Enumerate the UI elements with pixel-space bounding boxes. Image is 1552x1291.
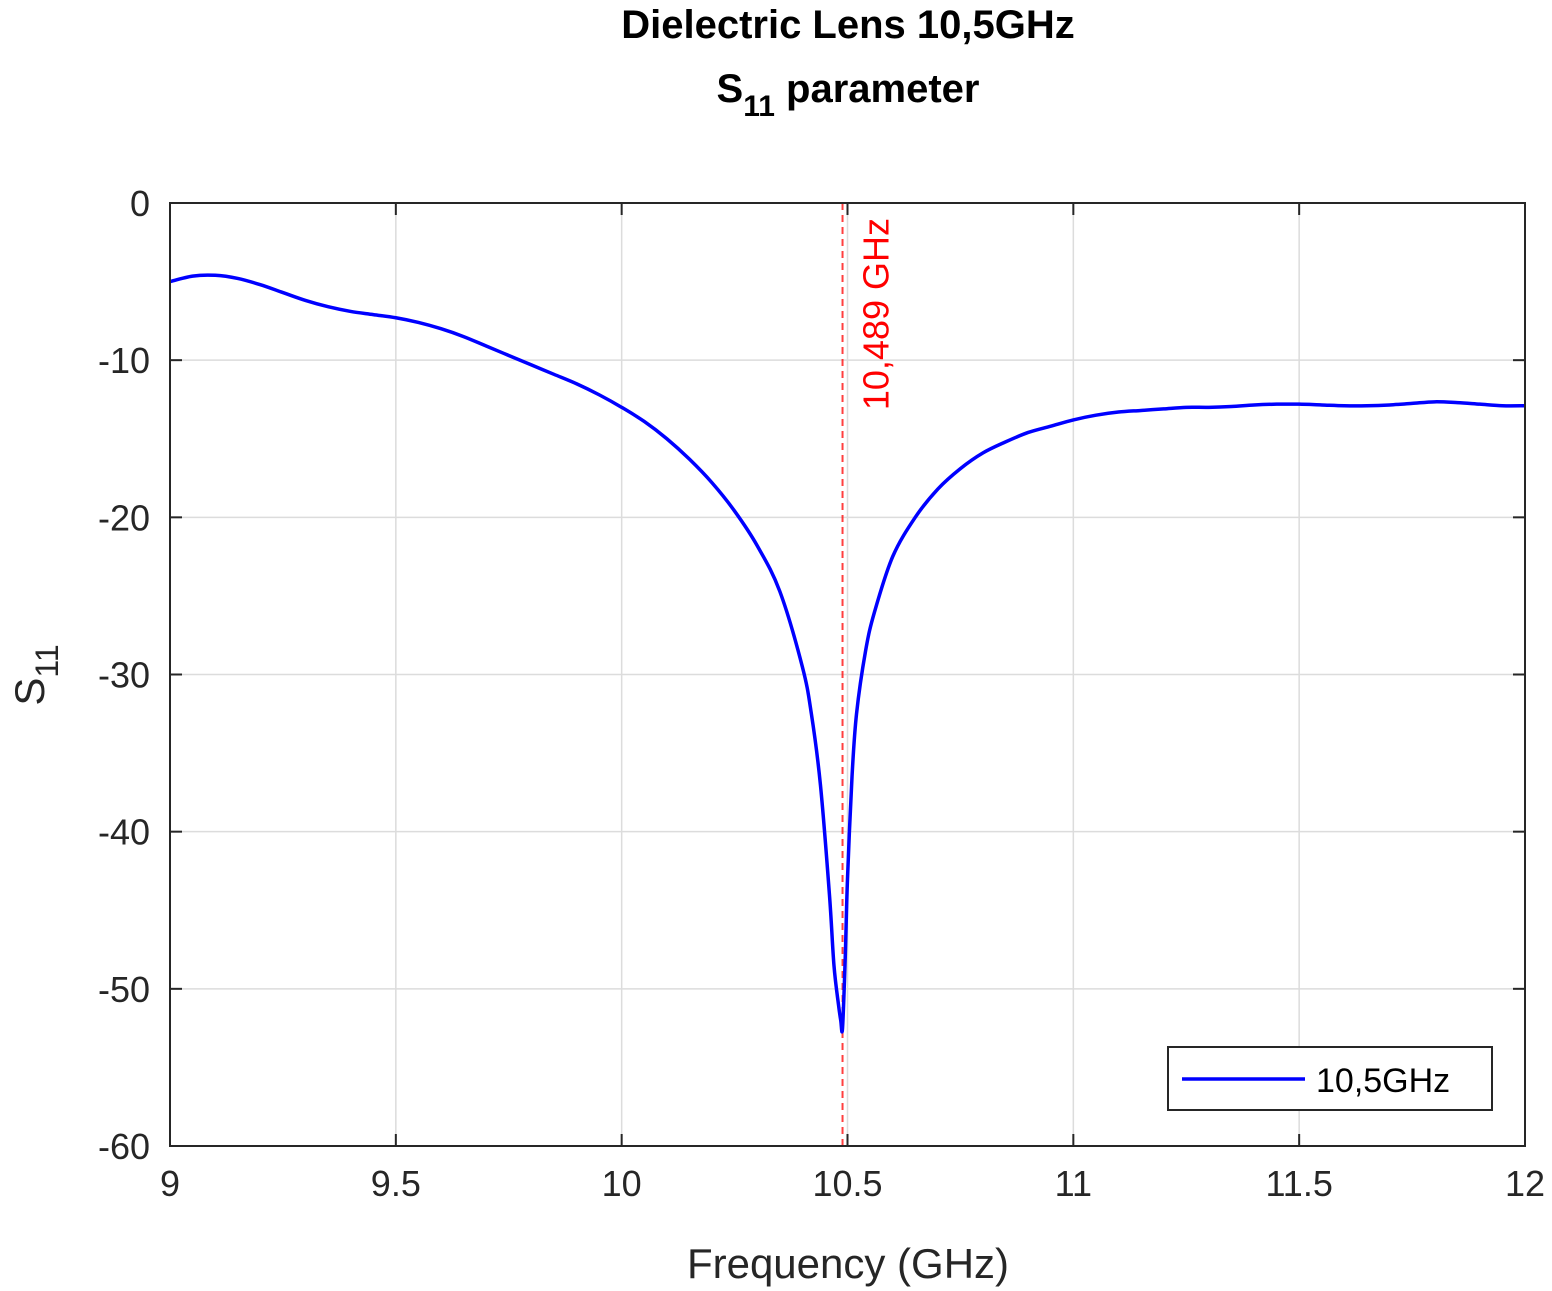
y-tick-label: 0 bbox=[130, 183, 150, 224]
x-tick-label: 11 bbox=[1055, 1163, 1092, 1204]
y-tick-label: -20 bbox=[98, 497, 150, 538]
x-tick-labels: 9 9.5 10 10.5 11 11.5 12 bbox=[160, 1163, 1545, 1204]
x-tick-label: 10.5 bbox=[812, 1163, 882, 1204]
y-tick-label: -10 bbox=[98, 340, 150, 381]
chart-title-sub: 11 bbox=[743, 90, 775, 123]
chart-title-line1: Dielectric Lens 10,5GHz bbox=[621, 3, 1075, 47]
y-axis-label: S11 bbox=[6, 644, 65, 705]
y-tick-labels: 0 -10 -20 -30 -40 -50 -60 bbox=[98, 183, 150, 1167]
x-tick-label: 10 bbox=[602, 1163, 642, 1204]
chart-title-line2: S11 parameter bbox=[717, 67, 980, 123]
y-tick-label: -30 bbox=[98, 655, 150, 696]
legend: 10,5GHz bbox=[1167, 1046, 1493, 1111]
chart-title-s: S bbox=[717, 67, 744, 111]
y-tick-label: -50 bbox=[98, 969, 150, 1010]
x-tick-label: 9 bbox=[160, 1163, 180, 1204]
x-axis-label: Frequency (GHz) bbox=[687, 1240, 1009, 1287]
series-line-10-5ghz bbox=[169, 273, 1526, 1034]
resonance-marker-label: 10,489 GHz bbox=[856, 218, 897, 410]
y-axis-label-sub: 11 bbox=[29, 644, 65, 677]
y-axis-label-s: S bbox=[6, 678, 53, 706]
legend-label: 10,5GHz bbox=[1316, 1062, 1450, 1100]
x-tick-label: 11.5 bbox=[1265, 1163, 1332, 1204]
y-tick-label: -40 bbox=[98, 812, 150, 853]
ticks bbox=[169, 202, 1526, 1147]
series-group bbox=[169, 273, 1526, 1034]
x-tick-label: 9.5 bbox=[371, 1163, 421, 1204]
grid bbox=[170, 203, 1525, 1146]
y-tick-label: -60 bbox=[98, 1126, 150, 1167]
chart-title-rest: parameter bbox=[775, 67, 980, 111]
x-tick-label: 12 bbox=[1505, 1163, 1545, 1204]
